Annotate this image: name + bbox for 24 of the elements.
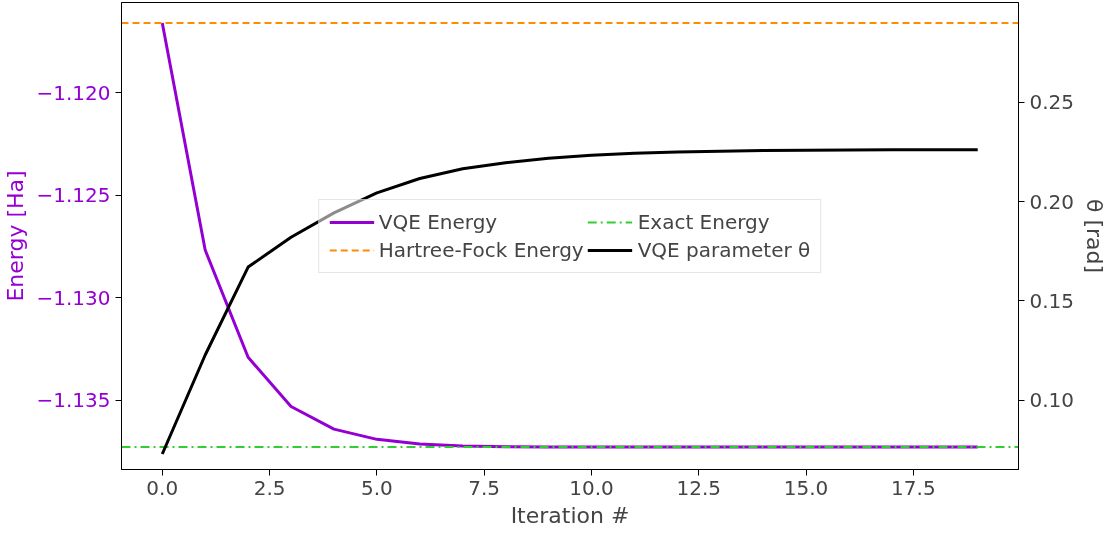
x-axis-title: Iteration #	[510, 502, 630, 528]
x-tick-label: 0.0	[146, 475, 179, 500]
x-tick-label: 7.5	[468, 475, 501, 500]
x-tick-label: 5.0	[360, 475, 393, 500]
y2-tick-label: 0.15	[1029, 288, 1075, 313]
y2-tick-label: 0.20	[1029, 189, 1075, 214]
x-tick-label: 2.5	[253, 475, 286, 500]
line-series	[160, 148, 980, 456]
legend-label: VQE parameter θ	[637, 237, 811, 262]
x-tick-label: 12.5	[676, 475, 722, 500]
y2-axis-title: θ [rad]	[1082, 198, 1108, 274]
y2-tick-label: 0.25	[1029, 90, 1075, 115]
x-tick-label: 10.0	[569, 475, 614, 500]
y-tick-label: −1.120	[36, 80, 111, 105]
y-tick-label: −1.135	[36, 388, 111, 413]
legend-label: Hartree-Fock Energy	[378, 237, 584, 262]
y-axis-title: Energy [Ha]	[3, 170, 29, 302]
legend-label: VQE Energy	[378, 209, 498, 234]
x-tick-label: 17.5	[891, 475, 936, 500]
y-tick-label: −1.125	[36, 183, 111, 208]
x-tick-label: 15.0	[783, 475, 829, 500]
y-tick-label: −1.130	[36, 285, 111, 310]
legend-label: Exact Energy	[637, 209, 770, 234]
y2-tick-label: 0.10	[1029, 388, 1075, 413]
